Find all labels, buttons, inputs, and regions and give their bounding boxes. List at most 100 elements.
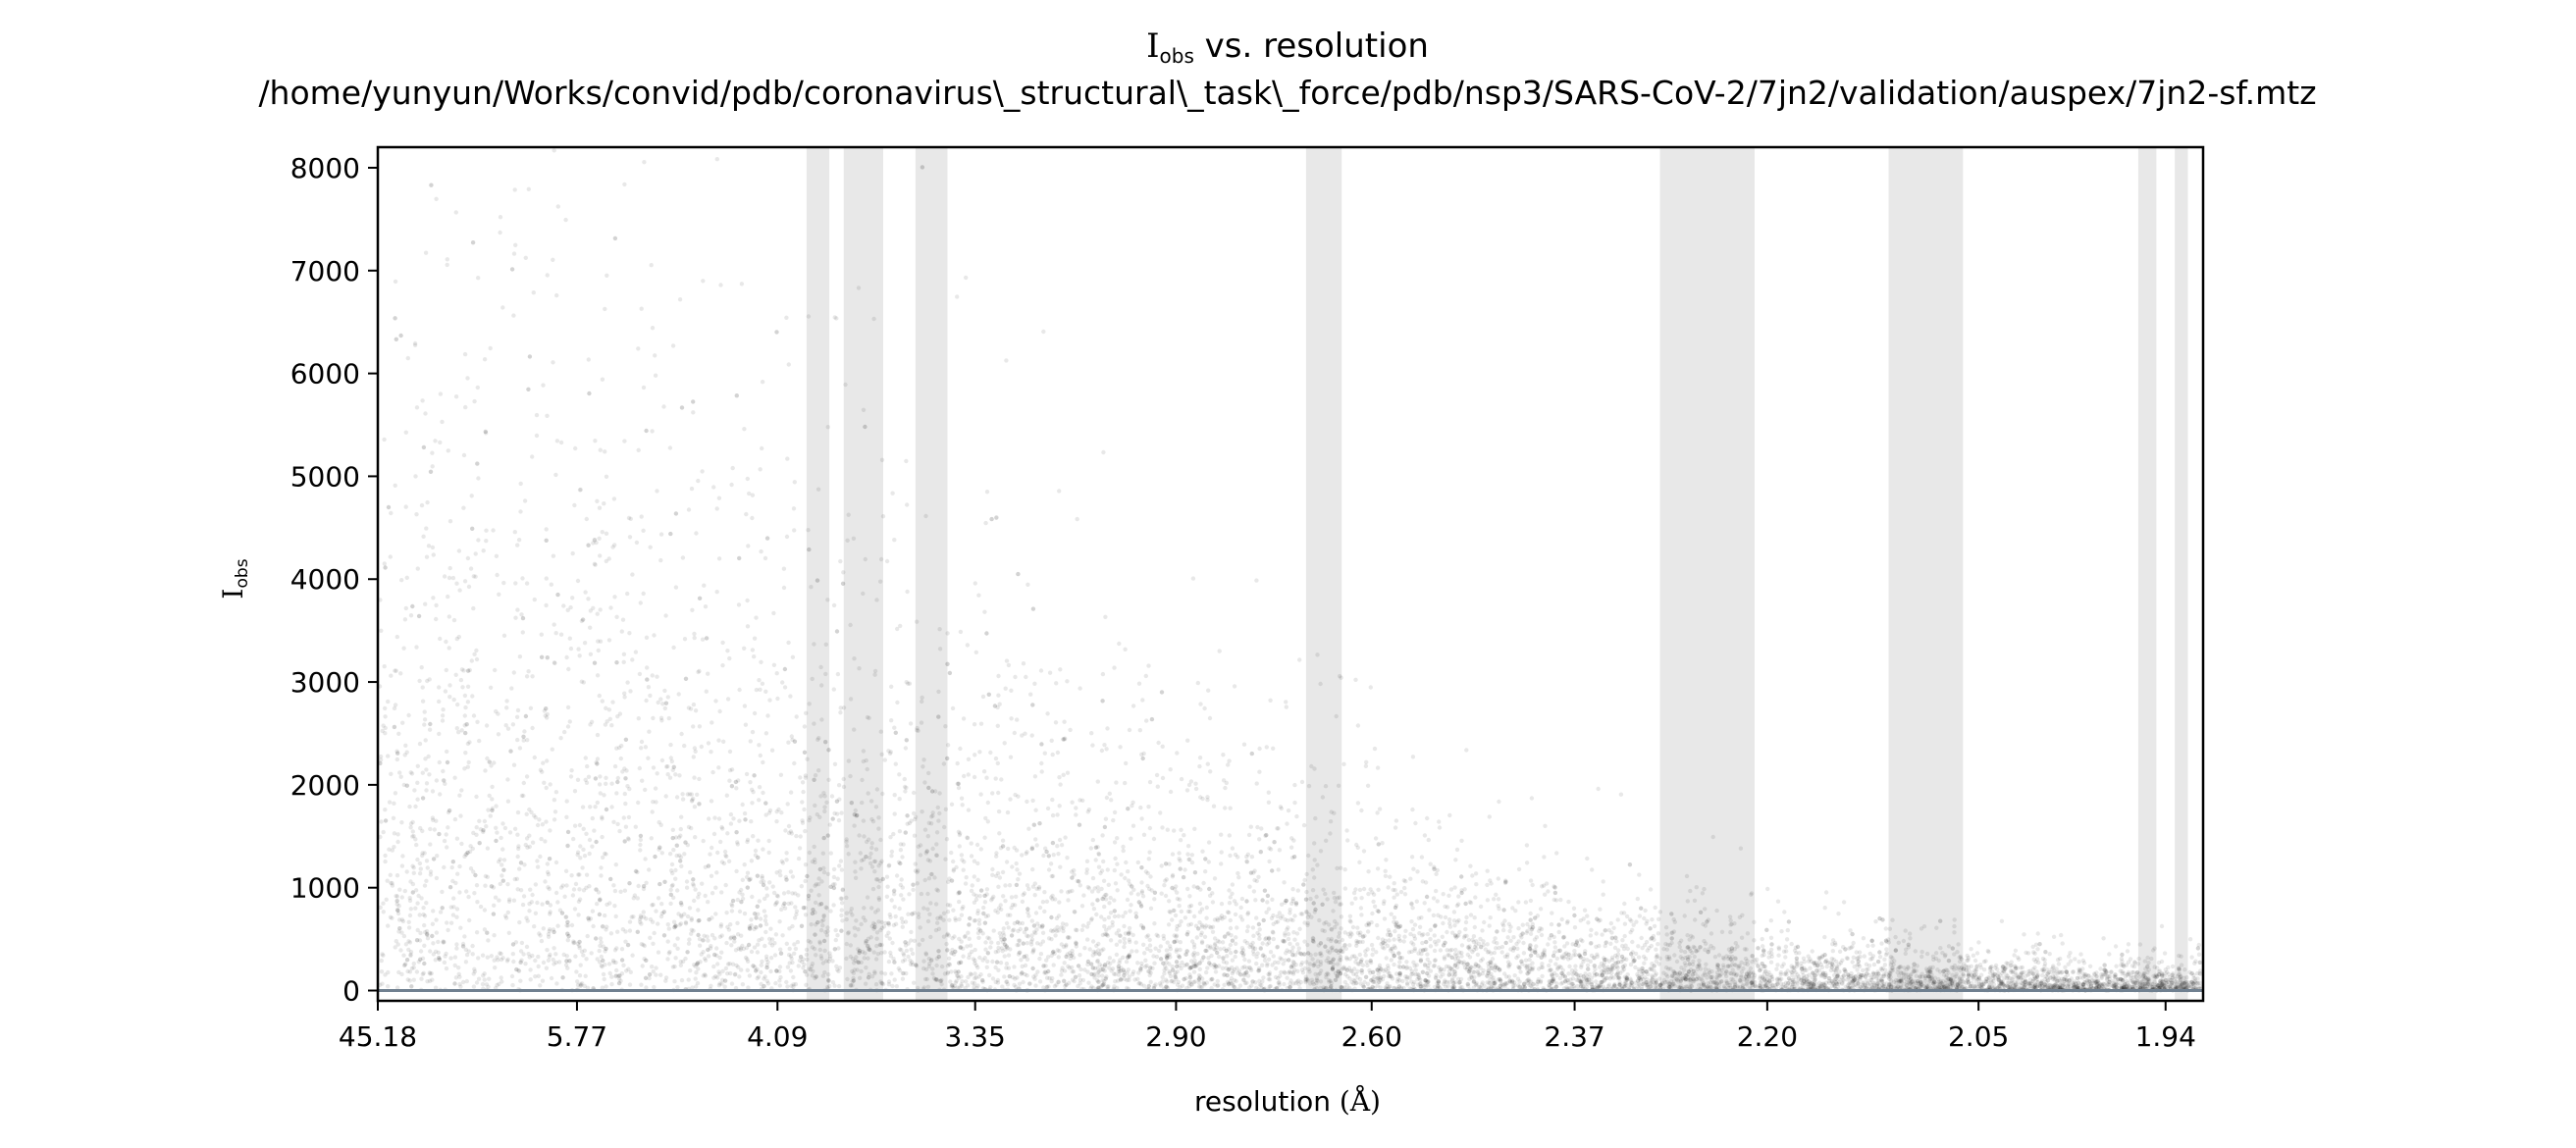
data-point [958, 746, 963, 752]
data-point [428, 842, 433, 847]
data-point [1006, 846, 1011, 852]
data-point [424, 781, 430, 786]
data-point [1079, 904, 1085, 909]
data-point [731, 816, 736, 821]
data-point [544, 602, 549, 608]
data-point [2042, 984, 2047, 990]
data-point [1633, 965, 1638, 970]
data-point [1059, 972, 1064, 977]
data-point [1551, 897, 1557, 903]
data-point [1527, 982, 1532, 988]
data-point [1288, 917, 1293, 922]
data-point [665, 922, 670, 927]
data-point [1824, 964, 1830, 969]
data-point [1914, 980, 1919, 986]
data-point [1062, 719, 1067, 724]
data-point [1619, 984, 1625, 989]
data-point [1058, 667, 1063, 672]
data-point [1233, 985, 1237, 990]
data-point [538, 854, 543, 860]
data-point [1881, 973, 1886, 978]
data-point [386, 984, 391, 989]
data-point [1197, 901, 1203, 907]
data-point [535, 822, 541, 828]
data-point [1390, 946, 1394, 951]
data-point [427, 727, 433, 732]
data-point [558, 440, 564, 445]
data-point [1536, 966, 1542, 971]
data-point [558, 632, 564, 637]
data-point [510, 952, 515, 957]
data-point [1582, 908, 1588, 913]
data-point [621, 963, 626, 967]
data-point [1579, 965, 1584, 969]
data-point [884, 874, 890, 879]
data-point [922, 877, 927, 883]
data-point [423, 757, 428, 761]
data-point [1138, 805, 1143, 810]
data-point [1162, 971, 1167, 976]
data-point [1227, 901, 1233, 906]
data-point [893, 761, 898, 766]
data-point [1556, 929, 1561, 935]
data-point [1848, 928, 1853, 933]
data-point [1125, 970, 1130, 975]
data-point [1572, 925, 1578, 930]
data-point [424, 526, 429, 531]
data-point [581, 680, 586, 685]
data-point [552, 817, 557, 822]
data-point [873, 982, 879, 987]
data-point [424, 767, 429, 772]
data-point [1152, 921, 1157, 926]
ice-ring-bands [806, 147, 2188, 1001]
data-point [1061, 772, 1066, 777]
data-point [1333, 900, 1339, 905]
data-point [1175, 927, 1180, 932]
data-point [495, 572, 499, 578]
data-point [665, 957, 670, 962]
data-point [563, 217, 568, 223]
data-point [904, 680, 909, 685]
data-point [1524, 861, 1530, 865]
data-point [1081, 893, 1086, 898]
data-point [644, 985, 649, 990]
data-point [1059, 843, 1065, 848]
data-point [876, 897, 882, 903]
data-point [475, 900, 480, 905]
data-point [651, 969, 656, 974]
data-point [414, 842, 419, 848]
data-point [828, 851, 833, 856]
data-point [381, 910, 386, 914]
data-point [1021, 661, 1026, 666]
data-point [786, 823, 792, 829]
data-point [757, 743, 762, 748]
data-point [524, 581, 530, 586]
data-point [1238, 905, 1243, 911]
data-point [1870, 971, 1876, 976]
data-point [981, 905, 986, 911]
data-point [1186, 984, 1192, 989]
data-point [1165, 940, 1170, 945]
data-point [1074, 941, 1078, 946]
data-point [848, 622, 853, 628]
data-point [1112, 898, 1117, 903]
data-point [1800, 981, 1805, 986]
data-point [1191, 945, 1197, 950]
data-point [864, 757, 868, 763]
data-point [856, 286, 862, 290]
data-point [438, 636, 443, 642]
data-point [1318, 681, 1323, 687]
data-point [1621, 946, 1627, 952]
data-point [760, 959, 764, 965]
data-point [510, 722, 516, 727]
data-point [1419, 933, 1425, 938]
data-point [691, 410, 696, 415]
data-point [1622, 985, 1628, 990]
data-point [1823, 980, 1829, 985]
data-point [1025, 799, 1029, 805]
data-point [758, 467, 762, 472]
data-point [788, 968, 794, 973]
data-point [588, 805, 593, 809]
data-point [1117, 968, 1123, 974]
